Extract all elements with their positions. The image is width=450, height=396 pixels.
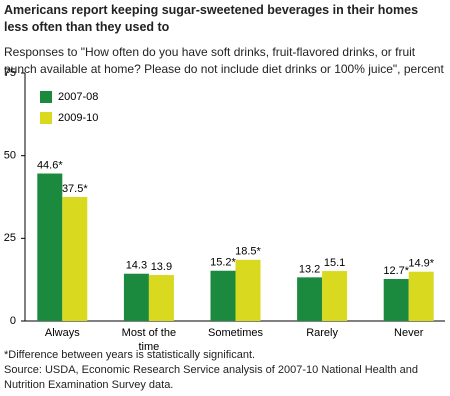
- value-label: 37.5*: [62, 183, 88, 195]
- y-tick-label: 75: [4, 67, 16, 79]
- x-tick-label: Always: [44, 327, 80, 339]
- value-label: 14.9*: [408, 258, 434, 270]
- y-tick-label: 50: [4, 150, 16, 162]
- bar: [408, 271, 434, 321]
- chart-title: Americans report keeping sugar-sweetened…: [4, 3, 419, 34]
- bar: [235, 259, 261, 321]
- y-tick-label: 0: [10, 315, 16, 327]
- value-label: 13.9: [151, 261, 172, 273]
- legend-label: 2009-10: [58, 112, 98, 124]
- bar: [148, 275, 174, 321]
- bar: [297, 277, 323, 321]
- footnote: *Difference between years is statistical…: [4, 349, 256, 361]
- legend-swatch: [40, 91, 52, 103]
- value-label: 18.5*: [235, 246, 261, 258]
- bar: [123, 273, 149, 321]
- value-label: 44.6*: [37, 159, 63, 171]
- bar: [383, 279, 409, 321]
- legend-swatch: [40, 112, 52, 124]
- bar: [62, 197, 88, 321]
- bar: [37, 173, 63, 321]
- value-label: 15.2*: [210, 257, 236, 269]
- legend-label: 2007-08: [58, 91, 98, 103]
- source: Source: USDA, Economic Research Service …: [4, 364, 418, 391]
- bar: [210, 270, 236, 321]
- value-label: 15.1: [324, 257, 345, 269]
- value-label: 14.3: [126, 260, 147, 272]
- x-tick-label: Never: [394, 327, 424, 339]
- x-tick-label: Sometimes: [207, 327, 264, 339]
- x-tick-label: Rarely: [306, 327, 338, 339]
- bar: [322, 271, 348, 321]
- value-label: 12.7*: [383, 265, 409, 277]
- x-tick-label: Most of the time: [121, 327, 177, 353]
- value-label: 13.2: [299, 263, 320, 275]
- y-tick-label: 25: [4, 232, 16, 244]
- chart-subtitle: Responses to "How often do you have soft…: [4, 45, 444, 76]
